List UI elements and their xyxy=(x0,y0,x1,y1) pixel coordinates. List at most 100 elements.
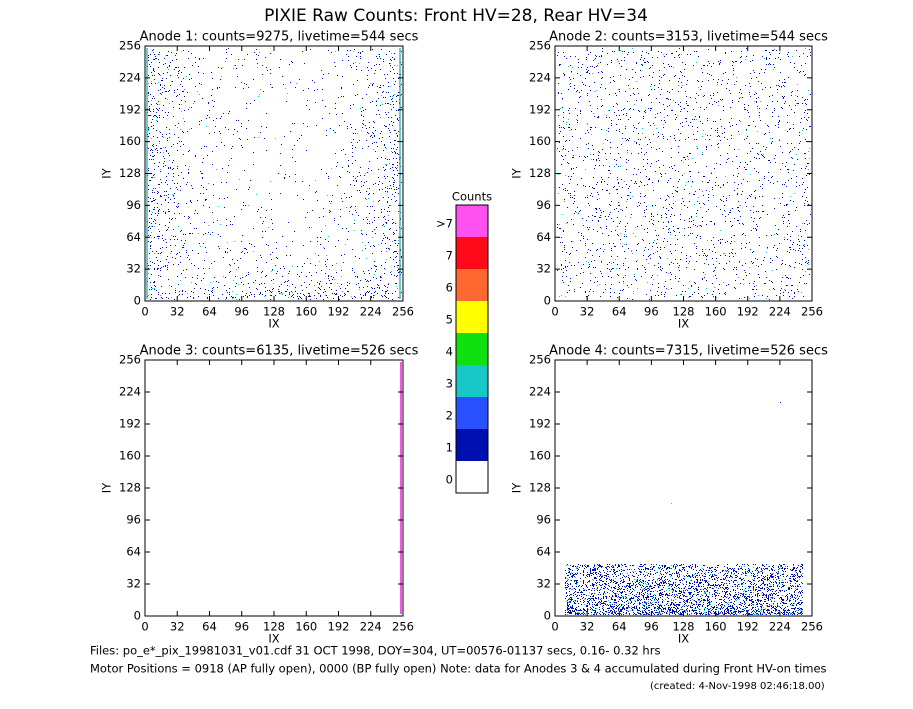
y-tick-label: 256 xyxy=(529,353,551,367)
colorbar-cell xyxy=(456,301,488,333)
x-tick-label: 256 xyxy=(392,305,414,319)
x-tick-label: 160 xyxy=(295,620,317,634)
x-tick-label: 32 xyxy=(170,620,185,634)
figure-title: PIXIE Raw Counts: Front HV=28, Rear HV=3… xyxy=(264,6,648,26)
y-tick-label: 256 xyxy=(119,39,141,53)
y-tick-label: 0 xyxy=(134,609,141,623)
colorbar-cell xyxy=(456,397,488,429)
x-tick-label: 192 xyxy=(737,620,759,634)
x-tick-label: 96 xyxy=(234,620,249,634)
x-tick-label: 32 xyxy=(170,305,185,319)
footer-created: (created: 4-Nov-1998 02:46:18.00) xyxy=(650,681,825,692)
colorbar-cell xyxy=(456,461,488,493)
panel-title: Anode 2: counts=3153, livetime=544 secs xyxy=(549,30,828,45)
pixel-dots xyxy=(558,48,810,299)
y-tick-label: 192 xyxy=(119,417,141,431)
panel-title: Anode 1: counts=9275, livetime=544 secs xyxy=(140,30,419,45)
x-tick-label: 224 xyxy=(769,620,791,634)
x-axis-label: IX xyxy=(678,632,689,646)
panel-title: Anode 3: counts=6135, livetime=526 secs xyxy=(140,344,419,359)
x-tick-label: 96 xyxy=(644,305,659,319)
colorbar-label: 2 xyxy=(446,409,453,423)
x-tick-label: 128 xyxy=(263,620,285,634)
y-tick-label: 128 xyxy=(119,481,141,495)
y-axis-label: IY xyxy=(100,167,114,178)
colorbar-cell xyxy=(456,205,488,237)
x-axis-label: IX xyxy=(678,317,689,331)
footer-line: Motor Positions = 0918 (AP fully open), … xyxy=(90,662,827,676)
y-tick-label: 160 xyxy=(529,134,551,148)
x-tick-label: 224 xyxy=(769,305,791,319)
y-tick-label: 256 xyxy=(529,39,551,53)
y-tick-label: 96 xyxy=(536,198,551,212)
y-tick-label: 192 xyxy=(119,102,141,116)
colorbar-label: 6 xyxy=(446,281,453,295)
colorbar-frame xyxy=(455,204,489,494)
colorbar-label: 3 xyxy=(446,377,453,391)
colorbar-label: 5 xyxy=(446,313,453,327)
x-tick-label: 192 xyxy=(328,620,350,634)
y-tick-label: 160 xyxy=(529,449,551,463)
x-tick-label: 32 xyxy=(580,305,595,319)
colorbar-label: 7 xyxy=(446,249,453,263)
x-tick-label: 96 xyxy=(644,620,659,634)
y-tick-label: 0 xyxy=(134,294,141,308)
colorbar-cell xyxy=(456,333,488,365)
x-tick-label: 0 xyxy=(551,620,558,634)
y-tick-label: 224 xyxy=(529,385,551,399)
pixel-texture xyxy=(557,48,811,300)
y-axis-label: IY xyxy=(510,482,524,493)
x-tick-label: 96 xyxy=(234,305,249,319)
x-tick-label: 32 xyxy=(580,620,595,634)
x-tick-label: 0 xyxy=(141,620,148,634)
x-axis-label: IX xyxy=(268,317,279,331)
y-tick-label: 64 xyxy=(126,230,141,244)
pixel-dots xyxy=(557,48,811,300)
x-tick-label: 160 xyxy=(705,620,727,634)
y-tick-label: 192 xyxy=(529,417,551,431)
x-tick-label: 64 xyxy=(202,620,217,634)
x-tick-label: 64 xyxy=(612,620,627,634)
footer-line: Files: po_e*_pix_19981031_v01.cdf 31 OCT… xyxy=(90,644,660,658)
x-tick-label: 192 xyxy=(328,305,350,319)
y-tick-label: 128 xyxy=(529,166,551,180)
y-tick-label: 32 xyxy=(126,262,141,276)
panel-title: Anode 4: counts=7315, livetime=526 secs xyxy=(549,344,828,359)
x-tick-label: 224 xyxy=(360,305,382,319)
y-tick-label: 32 xyxy=(126,577,141,591)
y-tick-label: 96 xyxy=(126,198,141,212)
x-axis-label: IX xyxy=(268,632,279,646)
colorbar-cell xyxy=(456,365,488,397)
y-tick-label: 96 xyxy=(126,513,141,527)
y-tick-label: 160 xyxy=(119,134,141,148)
y-tick-label: 64 xyxy=(126,545,141,559)
x-tick-label: 192 xyxy=(737,305,759,319)
y-tick-label: 224 xyxy=(119,385,141,399)
y-tick-label: 64 xyxy=(536,230,551,244)
colorbar-cell xyxy=(456,269,488,301)
y-tick-label: 32 xyxy=(536,577,551,591)
x-tick-label: 256 xyxy=(392,620,414,634)
x-tick-label: 64 xyxy=(612,305,627,319)
colorbar-label: 4 xyxy=(446,345,453,359)
y-tick-label: 128 xyxy=(529,481,551,495)
x-tick-label: 128 xyxy=(673,620,695,634)
y-tick-label: 160 xyxy=(119,449,141,463)
colorbar-cell xyxy=(456,237,488,269)
x-tick-label: 128 xyxy=(673,305,695,319)
x-tick-label: 128 xyxy=(263,305,285,319)
y-axis-label: IY xyxy=(100,482,114,493)
y-tick-label: 128 xyxy=(119,166,141,180)
x-tick-label: 256 xyxy=(801,620,823,634)
y-tick-label: 192 xyxy=(529,102,551,116)
y-tick-label: 64 xyxy=(536,545,551,559)
x-tick-label: 160 xyxy=(295,305,317,319)
x-tick-label: 160 xyxy=(705,305,727,319)
colorbar-label: >7 xyxy=(436,217,453,231)
y-axis-label: IY xyxy=(510,167,524,178)
y-tick-label: 224 xyxy=(529,70,551,84)
y-tick-label: 32 xyxy=(536,262,551,276)
x-tick-label: 0 xyxy=(551,305,558,319)
colorbar-label: 0 xyxy=(446,473,453,487)
x-tick-label: 256 xyxy=(801,305,823,319)
